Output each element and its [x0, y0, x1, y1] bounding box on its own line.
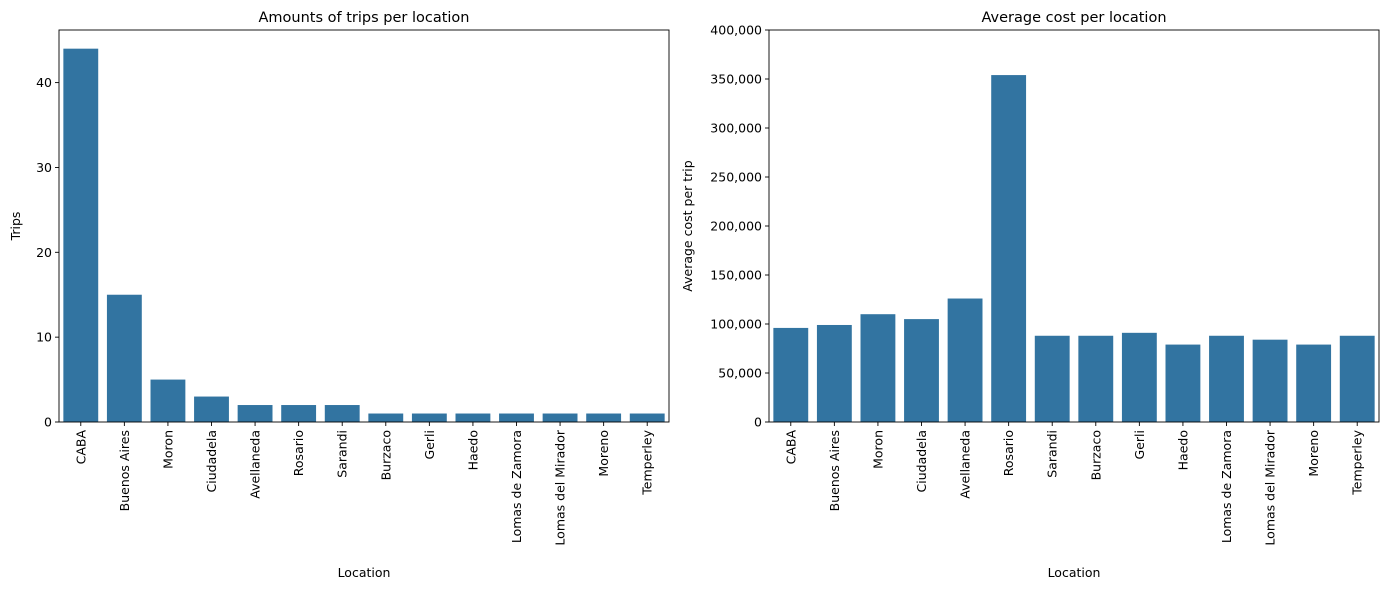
cost-xtick-label: CABA	[783, 430, 798, 465]
cost-bar	[1252, 339, 1288, 422]
cost-xtick-label: Rosario	[1001, 430, 1016, 476]
cost-chart-title: Average cost per location	[981, 10, 1166, 26]
trips-xtick-label: Lomas de Zamora	[509, 430, 524, 543]
trips-bar	[237, 405, 273, 422]
cost-bar	[1165, 344, 1201, 422]
trips-bar	[368, 413, 404, 422]
cost-bar	[1078, 335, 1114, 422]
cost-bar	[991, 75, 1027, 422]
trips-bar	[281, 405, 317, 422]
cost-bar	[773, 327, 809, 422]
cost-bar	[1339, 335, 1375, 422]
cost-xtick-label: Gerli	[1132, 430, 1147, 459]
trips-bar	[455, 413, 491, 422]
trips-xtick-label: Temperley	[640, 429, 655, 495]
cost-ytick-label: 0	[754, 415, 762, 430]
cost-bar	[1121, 332, 1157, 422]
trips-xtick-label: Rosario	[291, 430, 306, 476]
trips-ytick-label: 40	[36, 75, 52, 90]
cost-ytick-label: 300,000	[710, 121, 762, 136]
cost-ytick-label: 200,000	[710, 219, 762, 234]
cost-xtick-label: Temperley	[1350, 429, 1365, 495]
trips-ytick-label: 30	[36, 160, 52, 175]
cost-xtick-label: Lomas del Mirador	[1263, 429, 1278, 545]
cost-xtick-label: Burzaco	[1088, 430, 1103, 480]
trips-ytick-label: 10	[36, 330, 52, 345]
cost-chart: Average cost per location Location Avera…	[680, 10, 1380, 580]
trips-bar	[324, 405, 360, 422]
trips-bar	[542, 413, 578, 422]
cost-bar	[947, 298, 983, 422]
cost-xtick-label: Moron	[870, 430, 885, 469]
trips-xtick-label: Gerli	[422, 430, 437, 459]
trips-chart-xlabel: Location	[338, 565, 391, 580]
trips-xtick-label: Ciudadela	[204, 430, 219, 492]
cost-ytick-label: 400,000	[710, 23, 762, 38]
trips-bar	[150, 379, 186, 422]
cost-bar	[1209, 335, 1244, 422]
cost-xtick-label: Sarandi	[1045, 430, 1060, 478]
trips-xtick-label: Buenos Aires	[117, 430, 132, 511]
cost-ytick-label: 350,000	[710, 72, 762, 87]
cost-ytick-label: 100,000	[710, 317, 762, 332]
cost-ytick-label: 150,000	[710, 268, 762, 283]
cost-bar	[860, 314, 896, 422]
trips-xtick-label: Sarandi	[335, 430, 350, 478]
trips-ytick-label: 20	[36, 245, 52, 260]
trips-xtick-label: Moreno	[596, 430, 611, 477]
trips-axes-frame	[58, 29, 670, 423]
cost-xtick-label: Avellaneda	[958, 430, 973, 499]
trips-xtick-label: Avellaneda	[248, 430, 263, 499]
cost-ytick-label: 50,000	[718, 366, 762, 381]
trips-bar	[586, 413, 622, 422]
cost-xtick-label: Lomas de Zamora	[1219, 430, 1234, 543]
trips-xtick-label: Burzaco	[378, 430, 393, 480]
trips-ytick-label: 0	[44, 415, 52, 430]
trips-xtick-label: Lomas del Mirador	[553, 429, 568, 545]
cost-chart-xlabel: Location	[1048, 565, 1101, 580]
trips-bar	[629, 413, 665, 422]
trips-bar	[63, 48, 99, 423]
trips-chart-title: Amounts of trips per location	[258, 10, 469, 26]
trips-xtick-label: CABA	[73, 430, 88, 465]
trips-bar	[411, 413, 447, 422]
cost-chart-ylabel: Average cost per trip	[680, 160, 695, 291]
trips-bar	[194, 396, 229, 422]
trips-xtick-label: Moron	[160, 430, 175, 469]
trips-bar	[106, 294, 142, 422]
cost-xtick-label: Buenos Aires	[827, 430, 842, 511]
cost-xtick-label: Ciudadela	[914, 430, 929, 492]
cost-bar	[904, 319, 939, 422]
trips-chart-ylabel: Trips	[8, 212, 23, 242]
trips-bar	[499, 413, 534, 422]
cost-bar	[1296, 344, 1332, 422]
trips-xtick-label: Haedo	[465, 430, 480, 470]
cost-bar	[816, 324, 852, 422]
cost-ytick-label: 250,000	[710, 170, 762, 185]
cost-bar	[1034, 335, 1070, 422]
cost-xtick-label: Haedo	[1175, 430, 1190, 470]
cost-xtick-label: Moreno	[1306, 430, 1321, 477]
trips-chart: Amounts of trips per location Location T…	[8, 10, 670, 580]
